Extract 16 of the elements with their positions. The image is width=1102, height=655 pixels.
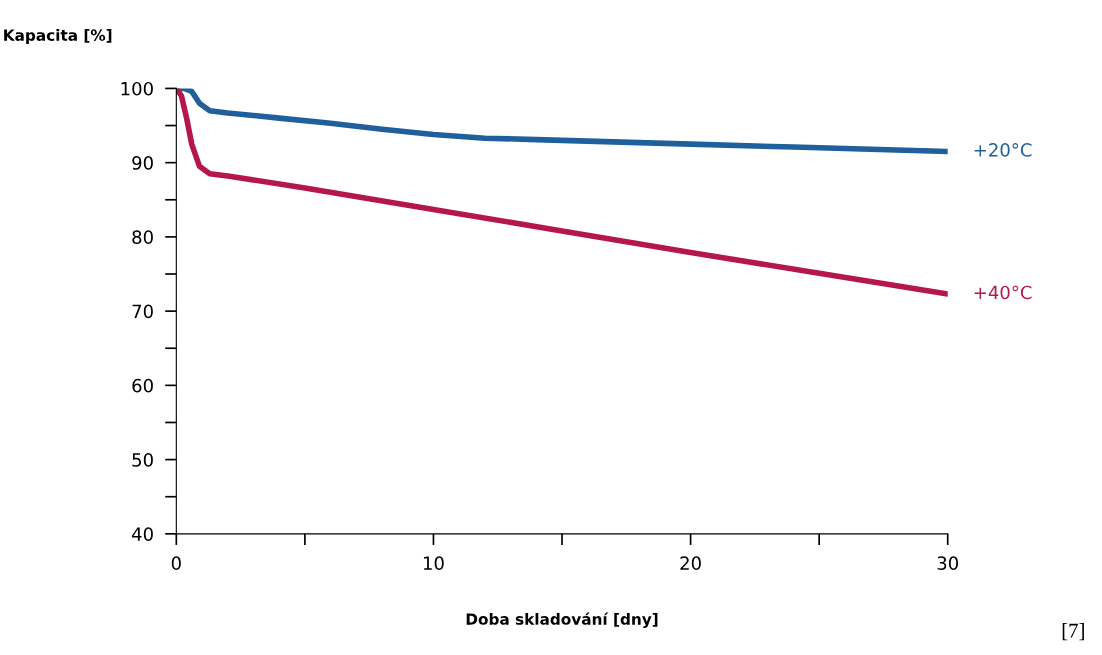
y-tick-label: 70 (132, 304, 153, 319)
y-tick-label: 50 (132, 453, 153, 467)
y-tick-label: 100 (121, 81, 153, 96)
y-tick-label: 90 (132, 156, 153, 170)
x-tick-label: 10 (423, 556, 444, 571)
series-label: +20°C (974, 143, 1032, 157)
x-axis-title: Doba skladování [dny] (466, 612, 658, 628)
y-axis-title: Kapacita [%] (4, 29, 112, 44)
x-tick-label: 0 (171, 556, 181, 571)
y-tick-label: 40 (132, 527, 153, 541)
x-tick-label: 30 (937, 556, 959, 571)
text: [7] (1062, 623, 1084, 641)
y-tick-label: 60 (132, 378, 153, 393)
series-label: +40°C (974, 285, 1032, 300)
x-tick-label: 20 (680, 556, 701, 571)
y-tick-label: 80 (132, 230, 153, 245)
